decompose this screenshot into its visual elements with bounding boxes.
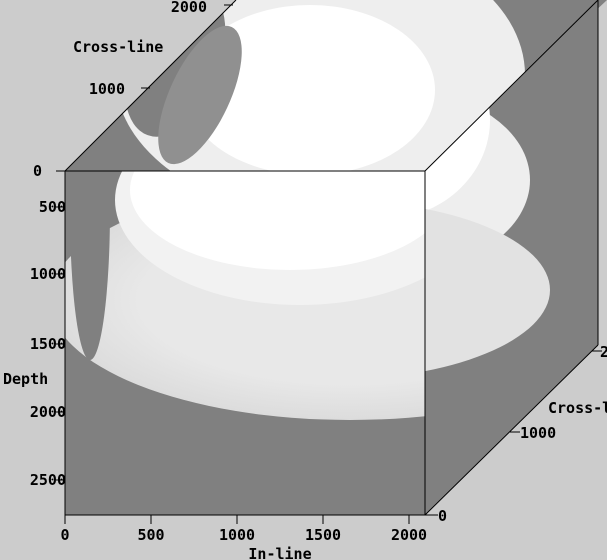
inline-tick-2000: 2000 xyxy=(391,526,427,544)
depth-tick-2000: 2000 xyxy=(30,403,66,421)
crossline-side-label: Cross-line xyxy=(548,399,607,417)
depth-tick-500: 500 xyxy=(39,198,66,216)
depth-tick-1500: 1500 xyxy=(30,335,66,353)
front-face xyxy=(65,171,425,515)
inline-axis-label: In-line xyxy=(248,545,311,560)
depth-axis-label: Depth xyxy=(3,370,48,388)
depth-tick-1000: 1000 xyxy=(30,265,66,283)
crossline-top-tick-2000: 2000 xyxy=(171,0,207,16)
top-face xyxy=(65,0,607,171)
depth-tick-0: 0 xyxy=(33,162,42,180)
inline-tick-0: 0 xyxy=(60,526,69,544)
depth-ticks xyxy=(56,4,602,524)
inline-tick-1500: 1500 xyxy=(305,526,341,544)
crossline-side-tick-1000: 1000 xyxy=(520,424,556,442)
crossline-side-tick-2000: 2 xyxy=(600,343,607,361)
inline-tick-500: 500 xyxy=(137,526,164,544)
crossline-top-label: Cross-line xyxy=(73,38,163,56)
inline-tick-1000: 1000 xyxy=(219,526,255,544)
crossline-top-tick-1000: 1000 xyxy=(89,80,125,98)
depth-tick-2500: 2500 xyxy=(30,471,66,489)
cube-edges xyxy=(64,0,599,516)
crossline-side-tick-0: 0 xyxy=(438,507,447,525)
